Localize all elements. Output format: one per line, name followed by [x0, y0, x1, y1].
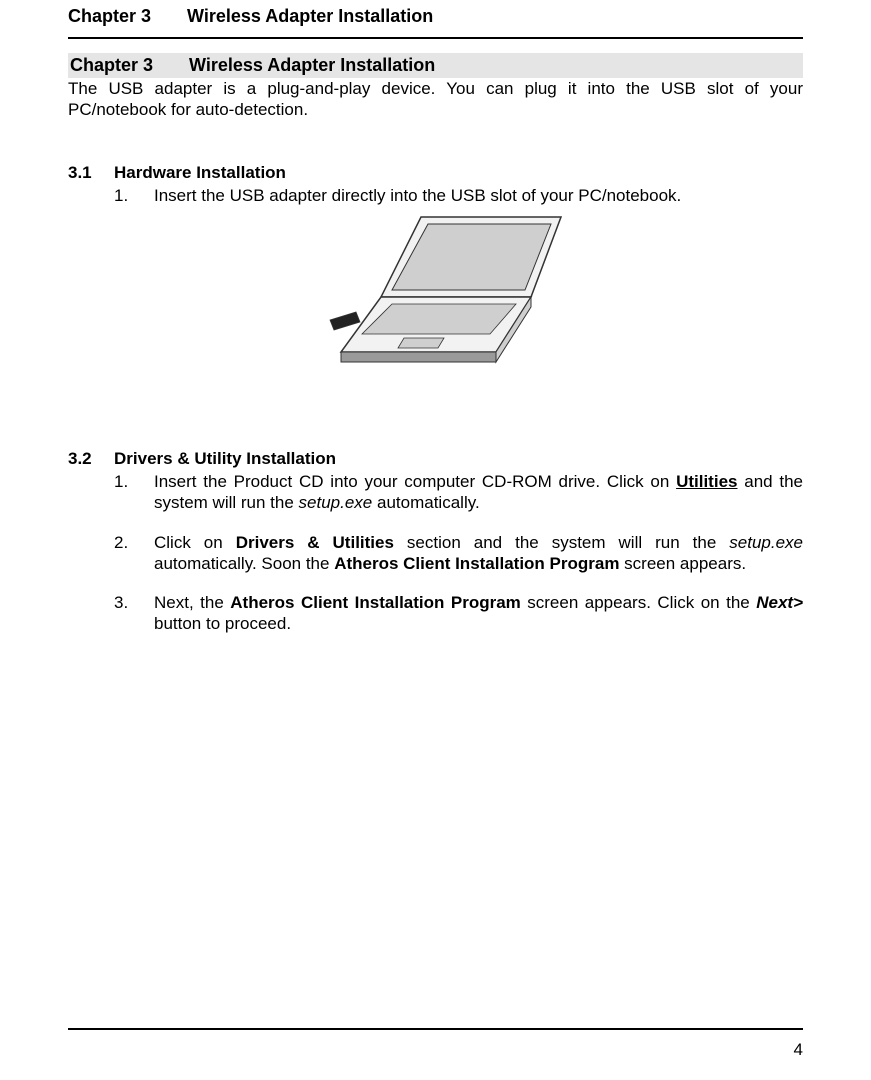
list-item: 1. Insert the USB adapter directly into … — [114, 185, 803, 378]
step-text-part: screen appears. Click on the — [521, 593, 756, 612]
step-marker: 2. — [114, 532, 128, 553]
setup-exe-text: setup.exe — [729, 533, 803, 552]
intro-paragraph: The USB adapter is a plug-and-play devic… — [68, 78, 803, 121]
step-text: Insert the USB adapter directly into the… — [154, 186, 681, 205]
step-marker: 1. — [114, 471, 128, 492]
laptop-figure — [108, 212, 803, 377]
list-item: 3. Next, the Atheros Client Installation… — [114, 592, 803, 635]
section-3-1-steps: 1. Insert the USB adapter directly into … — [114, 185, 803, 378]
page-number: 4 — [68, 1040, 803, 1060]
chapter-bar-label: Chapter 3 — [70, 55, 153, 75]
footer-rule — [68, 1028, 803, 1030]
utilities-link-text: Utilities — [676, 472, 737, 491]
header-rule — [68, 37, 803, 39]
next-button-text: Next> — [756, 593, 803, 612]
step-text-part: Click on — [154, 533, 236, 552]
step-text-part: automatically. Soon the — [154, 554, 334, 573]
page-footer: 4 — [68, 1028, 803, 1060]
atheros-program-text: Atheros Client Installation Program — [334, 554, 619, 573]
list-item: 2. Click on Drivers & Utilities section … — [114, 532, 803, 575]
section-3-1-heading: 3.1Hardware Installation — [68, 163, 803, 183]
step-marker: 3. — [114, 592, 128, 613]
step-text-part: Insert the Product CD into your computer… — [154, 472, 676, 491]
laptop-icon — [326, 212, 586, 372]
chapter-bar-title: Wireless Adapter Installation — [189, 55, 435, 75]
step-text-part: section and the system will run the — [394, 533, 729, 552]
header-chapter-label: Chapter 3 — [68, 6, 151, 26]
section-3-2-steps: 1. Insert the Product CD into your compu… — [114, 471, 803, 635]
step-text-part: Next, the — [154, 593, 230, 612]
running-header: Chapter 3 Wireless Adapter Installation — [68, 6, 803, 37]
atheros-program-text: Atheros Client Installation Program — [230, 593, 521, 612]
drivers-utilities-text: Drivers & Utilities — [236, 533, 394, 552]
step-text-part: screen appears. — [619, 554, 746, 573]
step-text-part: automatically. — [372, 493, 479, 512]
section-3-2-title: Drivers & Utility Installation — [114, 449, 336, 468]
header-chapter-title: Wireless Adapter Installation — [187, 6, 433, 26]
section-3-2-heading: 3.2Drivers & Utility Installation — [68, 449, 803, 469]
chapter-title-bar: Chapter 3 Wireless Adapter Installation — [68, 53, 803, 78]
section-3-2-number: 3.2 — [68, 449, 114, 469]
list-item: 1. Insert the Product CD into your compu… — [114, 471, 803, 514]
step-marker: 1. — [114, 185, 128, 206]
section-3-1-number: 3.1 — [68, 163, 114, 183]
setup-exe-text: setup.exe — [299, 493, 373, 512]
section-3-1-title: Hardware Installation — [114, 163, 286, 182]
step-text-part: button to proceed. — [154, 614, 291, 633]
